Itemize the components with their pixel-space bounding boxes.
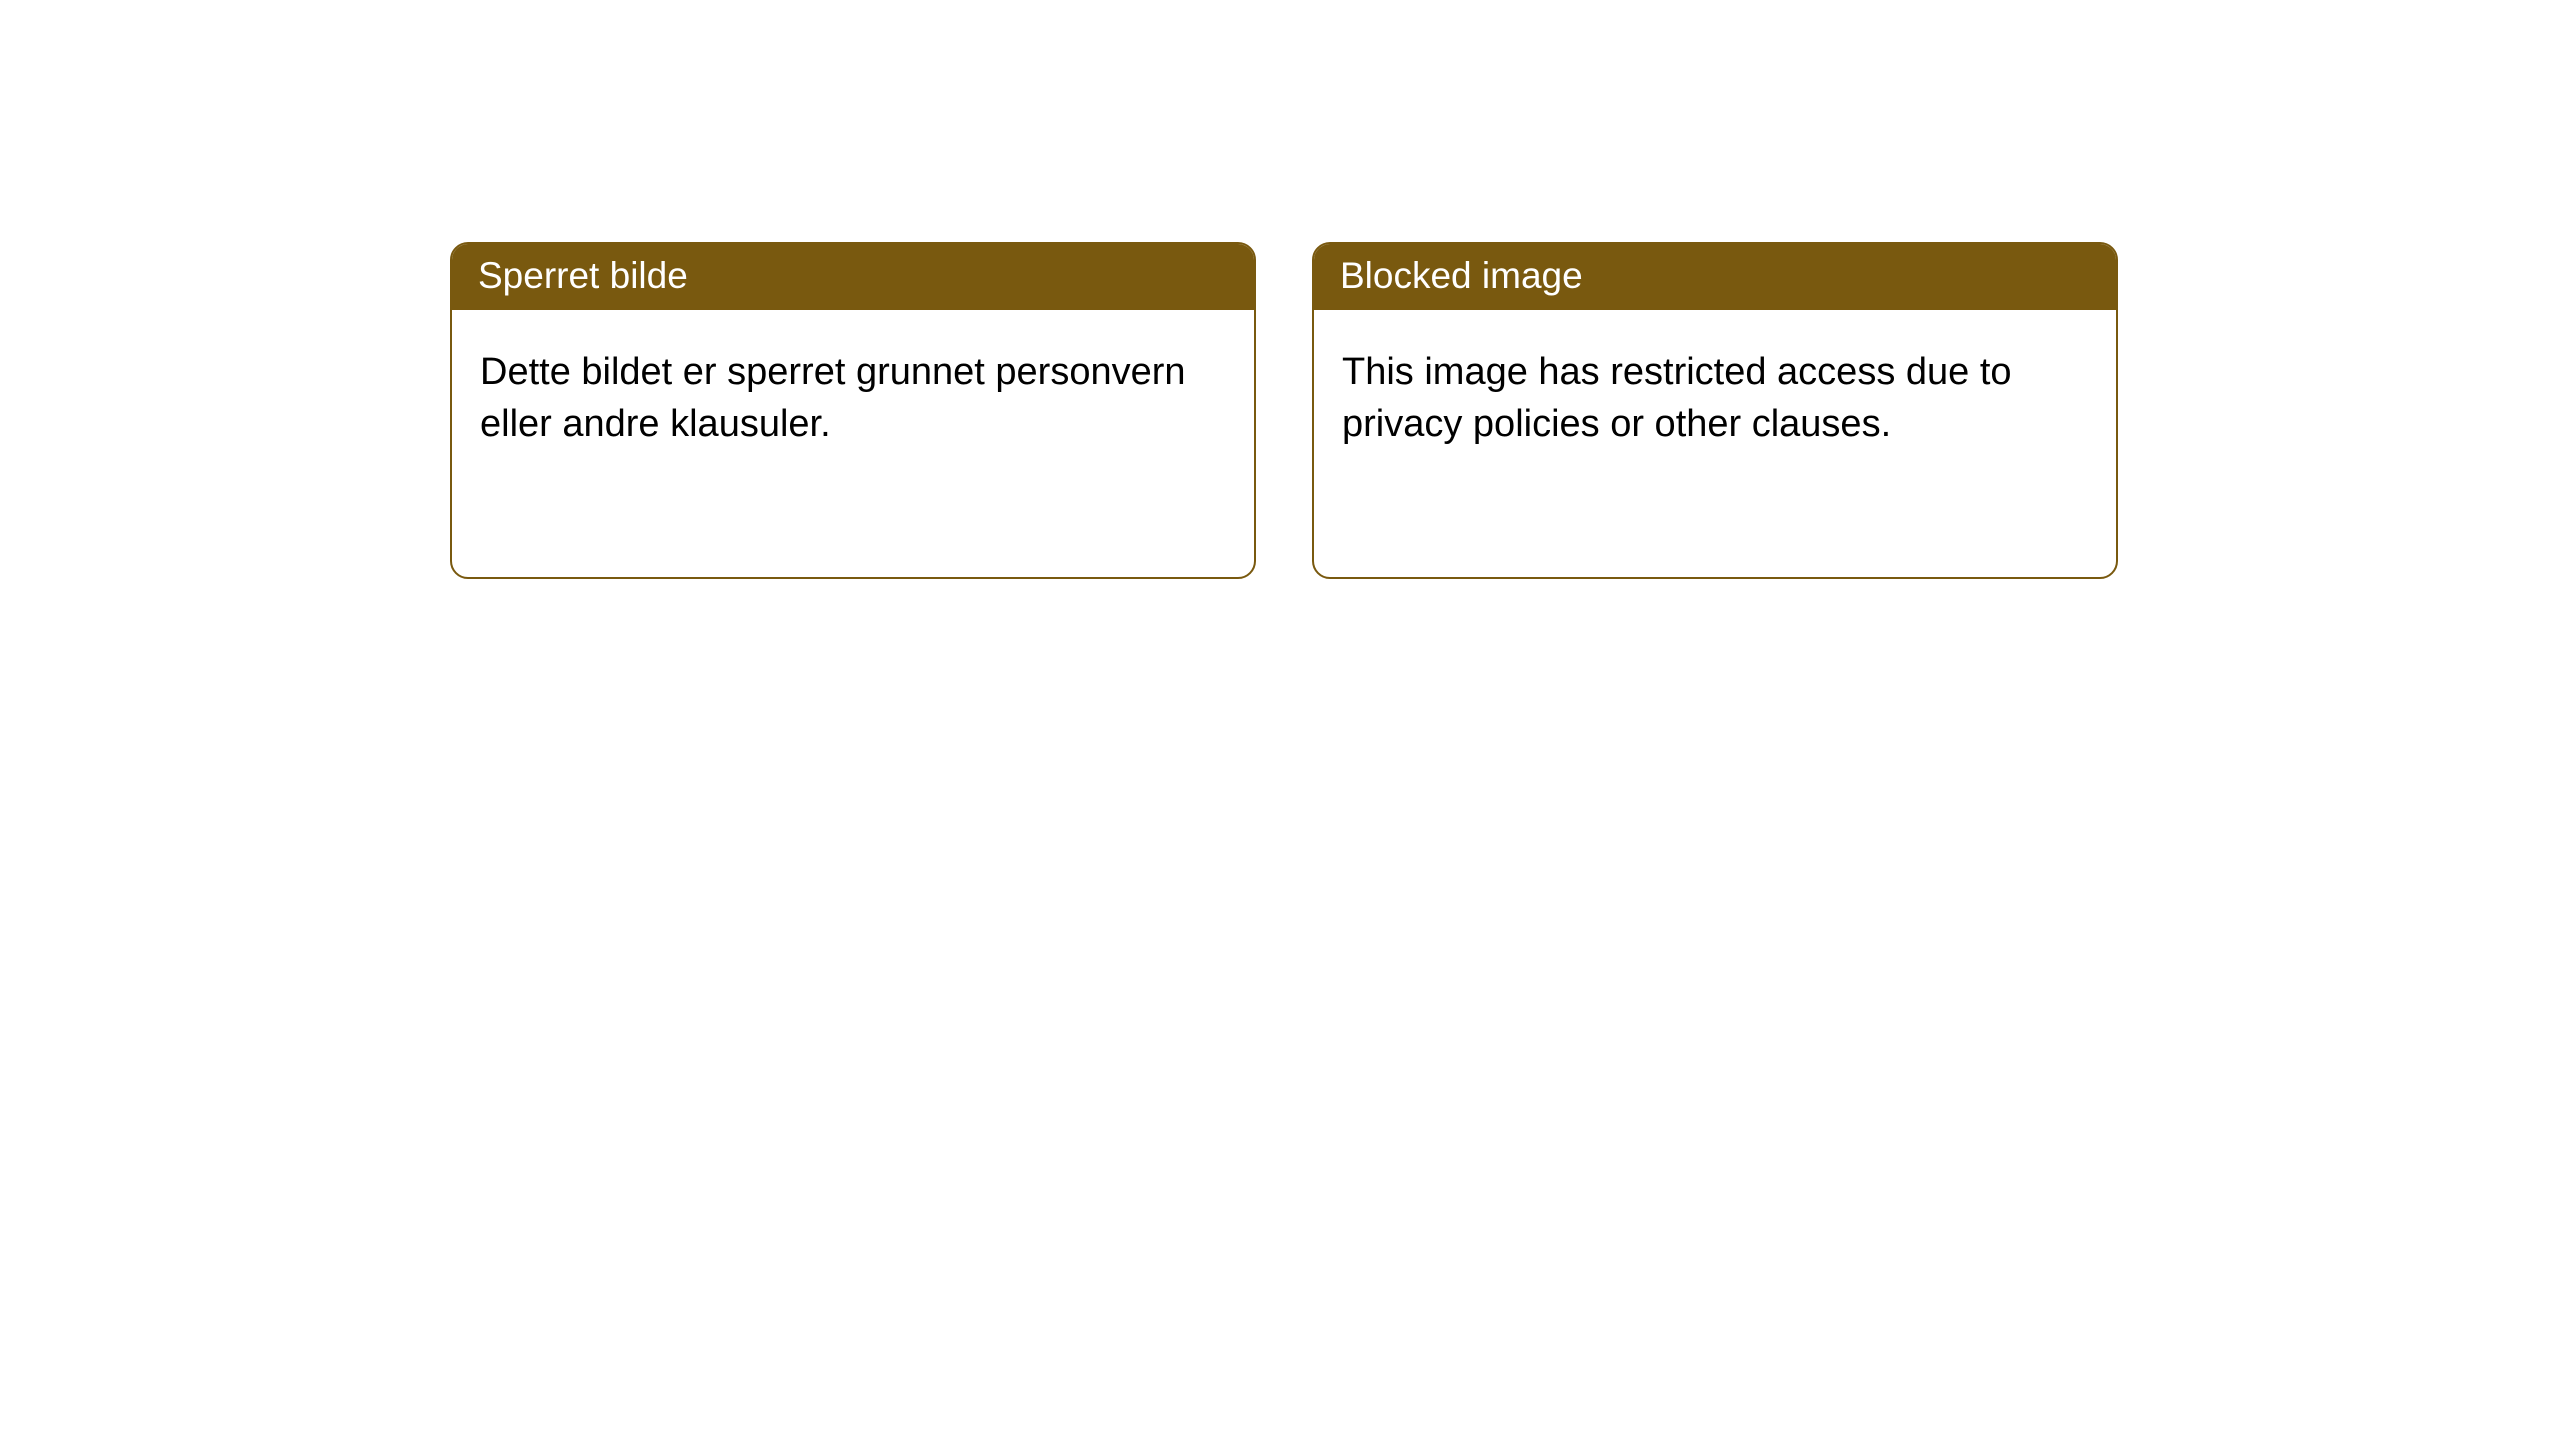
notice-card-norwegian: Sperret bilde Dette bildet er sperret gr… <box>450 242 1256 579</box>
notice-card-body: This image has restricted access due to … <box>1314 310 2116 470</box>
notice-body-text: Dette bildet er sperret grunnet personve… <box>480 351 1186 445</box>
notice-card-header: Sperret bilde <box>452 244 1254 310</box>
notice-card-body: Dette bildet er sperret grunnet personve… <box>452 310 1254 470</box>
notice-container: Sperret bilde Dette bildet er sperret gr… <box>0 0 2560 579</box>
notice-title: Sperret bilde <box>478 255 688 296</box>
notice-body-text: This image has restricted access due to … <box>1342 351 2012 445</box>
notice-title: Blocked image <box>1340 255 1583 296</box>
notice-card-english: Blocked image This image has restricted … <box>1312 242 2118 579</box>
notice-card-header: Blocked image <box>1314 244 2116 310</box>
